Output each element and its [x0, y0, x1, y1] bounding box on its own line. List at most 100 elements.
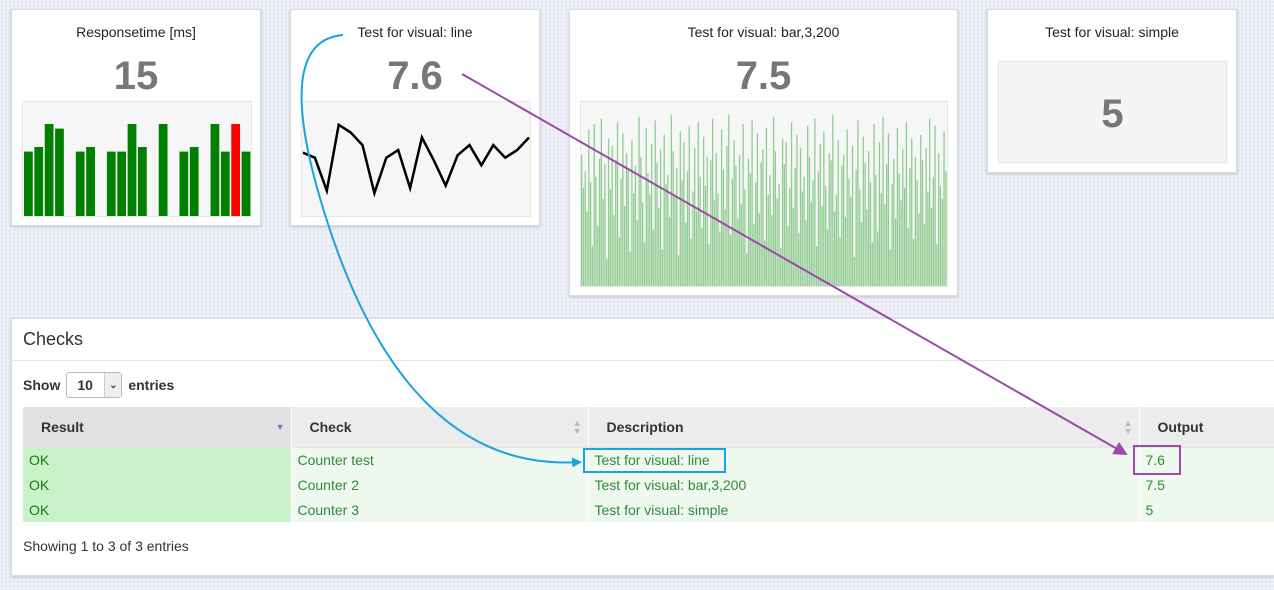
bar — [875, 174, 877, 286]
table-row[interactable]: OK Counter 3 Test for visual: simple 5 — [23, 497, 1274, 522]
simple-value-box: 5 — [998, 61, 1227, 163]
bar — [633, 193, 635, 286]
bar — [805, 220, 807, 286]
bar — [665, 184, 667, 286]
bar — [790, 122, 793, 286]
bar — [742, 124, 744, 286]
bar — [880, 193, 882, 286]
bar — [749, 173, 751, 286]
table-row[interactable]: OK Counter 2 Test for visual: bar,3,200 … — [23, 472, 1274, 497]
bar — [767, 195, 769, 286]
bar — [591, 245, 594, 286]
bar — [868, 151, 870, 286]
bar — [598, 158, 601, 286]
bar — [720, 129, 723, 286]
bar-ok — [127, 124, 137, 216]
bar — [864, 162, 866, 286]
bar — [769, 174, 771, 286]
bar — [681, 180, 683, 286]
bar — [921, 160, 924, 286]
bar — [785, 142, 787, 286]
bar — [801, 191, 803, 286]
widget-value: 7.6 — [387, 54, 443, 98]
bar — [776, 198, 778, 286]
bar-chart-svg — [581, 114, 947, 286]
bar — [704, 185, 707, 286]
bar — [932, 176, 934, 286]
responsetime-bar-chart — [24, 124, 251, 216]
bar — [728, 114, 730, 286]
bar — [588, 129, 590, 286]
bar — [825, 185, 827, 286]
bar — [939, 185, 942, 286]
bar — [638, 116, 640, 286]
bar-ok — [158, 124, 168, 216]
bar — [690, 238, 692, 286]
bar — [676, 167, 678, 286]
bar — [830, 160, 832, 286]
bar — [894, 218, 897, 286]
bar — [715, 153, 717, 286]
bar — [792, 207, 794, 286]
bar — [882, 116, 884, 286]
bar — [627, 169, 629, 286]
bar — [902, 149, 904, 286]
bar-ok — [55, 128, 64, 216]
page-size-select[interactable]: 10 ⌄ — [66, 372, 123, 398]
panel-header: Checks — [12, 319, 1274, 361]
bar — [645, 127, 647, 286]
column-header-description[interactable]: Description ▲ ▼ — [588, 407, 1140, 447]
column-header-result[interactable]: Result ▼ — [23, 407, 292, 447]
bar — [595, 176, 597, 286]
bar — [886, 164, 888, 286]
bar — [589, 182, 592, 286]
bar — [615, 160, 617, 286]
bar — [717, 193, 719, 286]
bar-ok — [138, 147, 147, 216]
bar — [832, 114, 834, 286]
column-header-check[interactable]: Check ▲ ▼ — [291, 407, 589, 447]
bar-ok — [34, 147, 44, 216]
bar — [810, 202, 812, 286]
bar — [649, 195, 651, 286]
table-row[interactable]: OK Counter test Test for visual: line 7.… — [23, 446, 1274, 472]
bar — [642, 202, 644, 286]
bar — [713, 200, 716, 286]
bar — [586, 211, 588, 286]
bar — [814, 118, 816, 286]
bar — [620, 178, 622, 286]
bar — [677, 255, 680, 286]
bar — [934, 125, 936, 286]
bar — [663, 134, 665, 286]
bar — [710, 160, 712, 286]
bar — [787, 225, 789, 286]
bar — [735, 165, 737, 286]
column-header-output[interactable]: Output — [1139, 407, 1274, 447]
description-cell: Test for visual: bar,3,200 — [588, 472, 1140, 497]
bar — [884, 204, 886, 286]
bar — [751, 120, 753, 286]
bar — [685, 222, 687, 286]
bar — [708, 244, 710, 286]
table-header-row: Result ▼ Check ▲ ▼ Description ▲ ▼ Output — [23, 407, 1274, 447]
bar — [774, 151, 777, 286]
description-cell: Test for visual: simple — [588, 497, 1140, 522]
result-cell: OK — [23, 472, 292, 497]
bar — [694, 147, 696, 286]
bar — [796, 134, 798, 286]
bar — [853, 256, 855, 286]
checks-table: Result ▼ Check ▲ ▼ Description ▲ ▼ Output … — [23, 407, 1274, 522]
bar — [667, 174, 669, 286]
bar — [602, 198, 604, 286]
output-cell: 7.5 — [1139, 472, 1274, 497]
bar — [606, 258, 608, 286]
column-label: Description — [606, 418, 684, 435]
bar — [808, 156, 811, 286]
bar — [936, 244, 938, 286]
bar — [859, 189, 861, 286]
bar — [857, 120, 859, 286]
bar-ok — [44, 124, 54, 216]
bar — [695, 211, 698, 286]
bar — [794, 167, 796, 286]
widget-bar: Test for visual: bar,3,200 7.5 — [569, 9, 958, 296]
